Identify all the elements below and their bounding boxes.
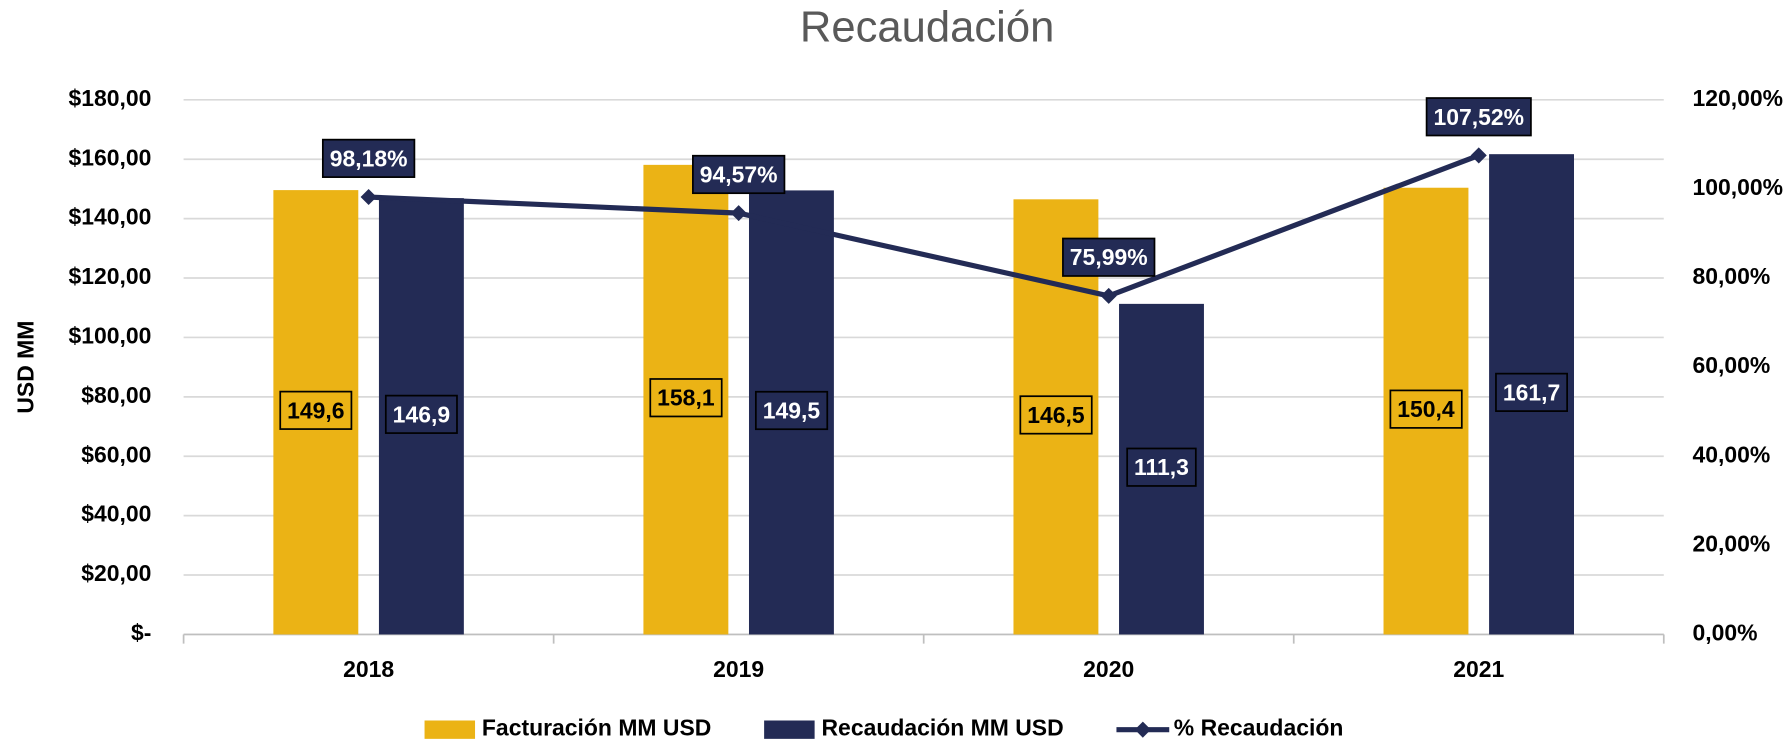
- y-tick-label: $80,00: [81, 382, 151, 408]
- data-label: 146,5: [1027, 402, 1085, 428]
- data-label: 150,4: [1397, 396, 1455, 422]
- y-tick-label: $140,00: [69, 204, 152, 230]
- data-label: 98,18%: [330, 145, 408, 171]
- legend-swatch: [764, 720, 815, 739]
- label-box: [692, 154, 786, 195]
- legend-swatch: [1134, 721, 1151, 738]
- x-tick-label: 2019: [713, 656, 764, 682]
- y-tick-label: $160,00: [69, 144, 152, 170]
- data-label: 149,6: [287, 397, 344, 423]
- y2-tick-label: 100,00%: [1692, 174, 1783, 200]
- data-label: 149,5: [763, 397, 821, 423]
- y-tick-label: $120,00: [69, 263, 152, 289]
- label-box: [1389, 389, 1463, 429]
- y2-tick-label: 40,00%: [1692, 441, 1770, 467]
- label-box: [279, 390, 353, 430]
- y-tick-label: $60,00: [81, 441, 151, 467]
- data-label: 161,7: [1503, 379, 1560, 405]
- label-box: [321, 138, 416, 178]
- y-axis-label: USD MM: [13, 321, 39, 414]
- label-box: [1425, 97, 1532, 137]
- legend-swatch: [424, 720, 476, 739]
- y2-tick-label: 20,00%: [1692, 530, 1770, 556]
- data-label: 146,9: [393, 401, 450, 427]
- x-tick-label: 2018: [343, 656, 394, 682]
- line-marker: [360, 188, 377, 206]
- data-label: 75,99%: [1070, 244, 1148, 270]
- y-tick-label: $180,00: [69, 85, 152, 111]
- data-label: 158,1: [657, 385, 715, 411]
- label-box: [1126, 447, 1197, 487]
- label-box: [649, 378, 723, 418]
- y2-tick-label: 0,00%: [1692, 620, 1757, 646]
- chart-title: Recaudación: [800, 3, 1054, 51]
- data-label: 94,57%: [700, 161, 778, 187]
- data-label: 107,52%: [1433, 104, 1524, 130]
- y2-tick-label: 60,00%: [1692, 352, 1770, 378]
- y2-tick-label: 120,00%: [1692, 85, 1783, 111]
- line-marker: [730, 205, 747, 222]
- line: [368, 153, 1480, 299]
- legend-label: Facturación MM USD: [482, 715, 711, 740]
- data-label: 111,3: [1134, 454, 1189, 480]
- legend-label: Recaudación MM USD: [821, 715, 1063, 740]
- y-tick-label: $20,00: [81, 560, 151, 586]
- label-box: [754, 390, 829, 431]
- line-marker: [1100, 287, 1117, 304]
- x-tick-label: 2021: [1453, 656, 1504, 682]
- label-box: [1019, 395, 1093, 435]
- y-tick-label: $-: [131, 620, 151, 646]
- y-tick-label: $40,00: [81, 501, 151, 527]
- line-marker: [1470, 147, 1487, 164]
- y2-tick-label: 80,00%: [1692, 263, 1770, 289]
- label-box: [1495, 372, 1568, 412]
- x-tick-label: 2020: [1083, 656, 1134, 682]
- label-box: [1062, 237, 1156, 277]
- label-box: [384, 394, 458, 434]
- legend-label: % Recaudación: [1174, 715, 1344, 740]
- y-tick-label: $100,00: [69, 322, 152, 348]
